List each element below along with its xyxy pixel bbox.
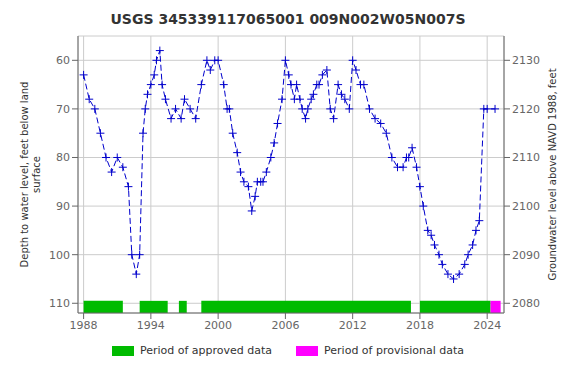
svg-text:Groundwater level above NAVD 1: Groundwater level above NAVD 1988, feet [547, 68, 558, 280]
svg-text:70: 70 [56, 103, 70, 116]
svg-text:2024: 2024 [473, 319, 501, 332]
svg-text:60: 60 [56, 54, 70, 67]
svg-text:2130: 2130 [512, 54, 540, 67]
svg-text:2080: 2080 [512, 297, 540, 310]
svg-text:90: 90 [56, 200, 70, 213]
svg-text:110: 110 [49, 297, 70, 310]
svg-text:Depth to water level, feet bel: Depth to water level, feet below landsur… [19, 82, 42, 268]
svg-text:100: 100 [49, 249, 70, 262]
svg-text:1988: 1988 [70, 319, 98, 332]
svg-text:80: 80 [56, 151, 70, 164]
svg-text:2100: 2100 [512, 200, 540, 213]
svg-text:2120: 2120 [512, 103, 540, 116]
svg-text:2110: 2110 [512, 151, 540, 164]
svg-text:2012: 2012 [339, 319, 367, 332]
svg-text:2090: 2090 [512, 249, 540, 262]
html-text:Period of approved data: Period of approved data [139, 344, 273, 357]
html-text:USGS 345339117065001 009N002W0: USGS 345339117065001 009N002W05N007S [110, 11, 466, 27]
svg-text:2018: 2018 [406, 319, 434, 332]
svg-text:2006: 2006 [271, 319, 299, 332]
svg-text:2000: 2000 [204, 319, 232, 332]
html-text:Period of provisional data: Period of provisional data [324, 344, 465, 357]
svg-text:1994: 1994 [137, 319, 165, 332]
